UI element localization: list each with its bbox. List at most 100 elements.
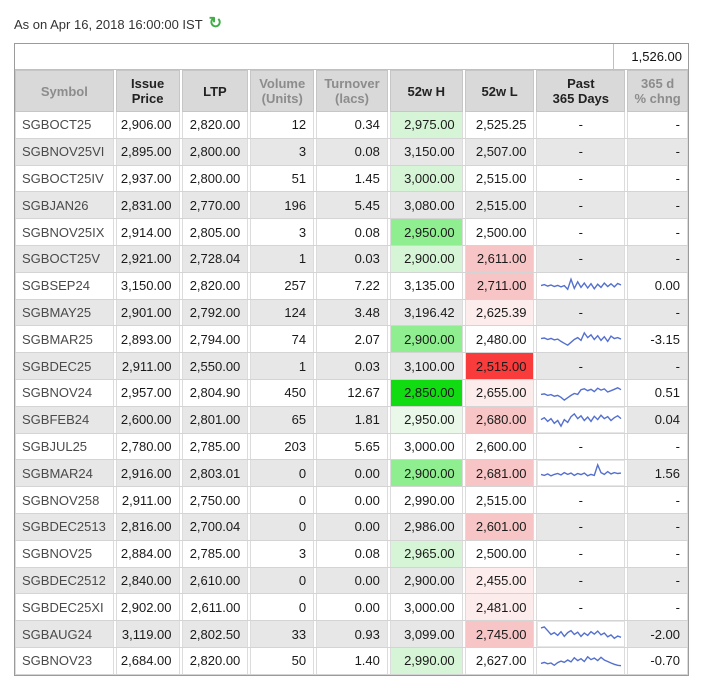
cell-365d-pct-chng: -: [627, 299, 688, 326]
cell-symbol: SGBNOV25VI: [15, 138, 114, 165]
column-header-365d-pct-chng[interactable]: 365 d% chng: [627, 70, 689, 112]
cell-volume: 0: [250, 594, 315, 621]
cell-365d-pct-chng: -: [627, 138, 688, 165]
cell-52w-low: 2,481.00: [464, 594, 535, 621]
cell-ltp: 2,550.00: [181, 353, 249, 379]
price-sparkline: [537, 273, 624, 298]
table-top-bar: 1,526.00: [15, 44, 688, 70]
table-row[interactable]: SGBNOV25VI 2,895.00 2,800.00 3 0.08 3,150.00 2…: [15, 138, 688, 166]
cell-365d-pct-chng: -: [627, 513, 688, 540]
cell-turnover: 0.93: [316, 621, 388, 647]
price-sparkline: [537, 407, 624, 432]
cell-past-365-days: [536, 621, 626, 647]
table-row[interactable]: SGBDEC2512 2,840.00 2,610.00 0 0.00 2,900.00 2…: [15, 567, 688, 595]
cell-symbol: SGBJAN26: [15, 192, 114, 219]
cell-volume: 3: [250, 219, 315, 245]
cell-past-365-days-empty: -: [536, 594, 626, 621]
cell-volume: 1: [250, 245, 315, 272]
column-header-past-365-days[interactable]: Past 365 Days: [536, 70, 626, 112]
cell-52w-high: 3,135.00: [389, 272, 463, 299]
table-row[interactable]: SGBAUG24 3,119.00 2,802.50 33 0.93 3,099.00 2,…: [15, 621, 688, 648]
cell-volume: 50: [250, 647, 315, 674]
cell-volume: 1: [250, 353, 315, 379]
table-row[interactable]: SGBOCT25 2,906.00 2,820.00 12 0.34 2,975.00 2,…: [15, 112, 688, 139]
cell-symbol: SGBDEC25: [15, 353, 114, 379]
cell-volume: 3: [250, 540, 315, 567]
table-row[interactable]: SGBJUL25 2,780.00 2,785.00 203 5.65 3,000.00 2…: [15, 433, 688, 461]
cell-past-365-days-empty: -: [536, 112, 626, 138]
cell-issue-price: 2,902.00: [115, 594, 180, 621]
cell-volume: 0: [250, 487, 315, 513]
column-header-volume[interactable]: Volume (Units): [250, 70, 315, 112]
table-row[interactable]: SGBJAN26 2,831.00 2,770.00 196 5.45 3,080.00 2…: [15, 192, 688, 220]
cell-symbol: SGBNOV25IX: [15, 219, 114, 245]
cell-issue-price: 2,684.00: [115, 647, 180, 674]
table-row[interactable]: SGBDEC25XI 2,902.00 2,611.00 0 0.00 3,000.00 2…: [15, 594, 688, 622]
table-row[interactable]: SGBSEP24 3,150.00 2,820.00 257 7.22 3,135.00 2…: [15, 272, 688, 300]
table-row[interactable]: SGBNOV23 2,684.00 2,820.00 50 1.40 2,990.00 2,…: [15, 647, 688, 675]
cell-volume: 196: [250, 192, 315, 219]
cell-turnover: 7.22: [316, 272, 388, 299]
cell-ltp: 2,750.00: [181, 487, 249, 513]
cell-symbol: SGBFEB24: [15, 406, 114, 433]
cell-past-365-days: [536, 647, 626, 674]
table-row[interactable]: SGBOCT25V 2,921.00 2,728.04 1 0.03 2,900.00 2,…: [15, 245, 688, 273]
cell-ltp: 2,800.00: [181, 138, 249, 165]
column-header-52w-low[interactable]: 52w L: [464, 70, 535, 112]
cell-52w-low: 2,515.00: [464, 165, 535, 192]
table-row[interactable]: SGBDEC2513 2,816.00 2,700.04 0 0.00 2,986.00 2…: [15, 513, 688, 541]
cell-past-365-days-empty: -: [536, 540, 626, 567]
cell-365d-pct-chng: -: [627, 433, 688, 460]
table-row[interactable]: SGBFEB24 2,600.00 2,801.00 65 1.81 2,950.00 2,…: [15, 406, 688, 434]
cell-turnover: 0.08: [316, 540, 388, 567]
table-row[interactable]: SGBNOV25IX 2,914.00 2,805.00 3 0.08 2,950.00 2…: [15, 219, 688, 246]
table-row[interactable]: SGBDEC25 2,911.00 2,550.00 1 0.03 3,100.00 2,5…: [15, 353, 688, 380]
cell-issue-price: 2,600.00: [115, 406, 180, 433]
column-header-turnover[interactable]: Turnover (lacs): [316, 70, 388, 112]
cell-past-365-days-empty: -: [536, 219, 626, 245]
cell-ltp: 2,785.00: [181, 433, 249, 460]
table-row[interactable]: SGBMAR24 2,916.00 2,803.01 0 0.00 2,900.00 2,6…: [15, 460, 688, 488]
cell-past-365-days: [536, 272, 626, 299]
table-row[interactable]: SGBNOV24 2,957.00 2,804.90 450 12.67 2,850.00…: [15, 379, 688, 407]
column-header-symbol[interactable]: Symbol: [15, 70, 114, 112]
cell-past-365-days: [536, 406, 626, 433]
cell-symbol: SGBDEC2512: [15, 567, 114, 594]
cell-symbol: SGBNOV24: [15, 379, 114, 406]
table-row[interactable]: SGBNOV25 2,884.00 2,785.00 3 0.08 2,965.00 2,5…: [15, 540, 688, 568]
cell-turnover: 0.03: [316, 353, 388, 379]
cell-past-365-days-empty: -: [536, 299, 626, 326]
cell-52w-high: 2,965.00: [389, 540, 463, 567]
table-row[interactable]: SGBMAY25 2,901.00 2,792.00 124 3.48 3,196.42 2…: [15, 299, 688, 327]
cell-ltp: 2,802.50: [181, 621, 249, 647]
cell-volume: 3: [250, 138, 315, 165]
table-row[interactable]: SGBMAR25 2,893.00 2,794.00 74 2.07 2,900.00 2,…: [15, 326, 688, 354]
cell-symbol: SGBMAY25: [15, 299, 114, 326]
cell-volume: 257: [250, 272, 315, 299]
cell-volume: 33: [250, 621, 315, 647]
cell-ltp: 2,820.00: [181, 112, 249, 138]
cell-turnover: 5.65: [316, 433, 388, 460]
cell-issue-price: 2,957.00: [115, 379, 180, 406]
cell-52w-low: 2,455.00: [464, 567, 535, 594]
cell-365d-pct-chng: -: [627, 165, 688, 192]
cell-past-365-days: [536, 460, 626, 487]
cell-turnover: 0.00: [316, 567, 388, 594]
cell-symbol: SGBJUL25: [15, 433, 114, 460]
cell-ltp: 2,794.00: [181, 326, 249, 353]
table-row[interactable]: SGBNOV258 2,911.00 2,750.00 0 0.00 2,990.00 2,…: [15, 487, 688, 514]
cell-issue-price: 2,937.00: [115, 165, 180, 192]
price-sparkline: [537, 648, 624, 673]
cell-turnover: 0.00: [316, 594, 388, 621]
column-header-52w-high[interactable]: 52w H: [389, 70, 463, 112]
cell-52w-low: 2,525.25: [464, 112, 535, 138]
refresh-icon[interactable]: ↻: [208, 15, 223, 32]
cell-issue-price: 2,831.00: [115, 192, 180, 219]
column-header-issue-price[interactable]: Issue Price: [115, 70, 180, 112]
cell-past-365-days-empty: -: [536, 567, 626, 594]
column-header-ltp[interactable]: LTP: [181, 70, 249, 112]
table-row[interactable]: SGBOCT25IV 2,937.00 2,800.00 51 1.45 3,000.00…: [15, 165, 688, 193]
cell-turnover: 0.00: [316, 513, 388, 540]
cell-turnover: 0.00: [316, 487, 388, 513]
cell-symbol: SGBOCT25IV: [15, 165, 114, 192]
